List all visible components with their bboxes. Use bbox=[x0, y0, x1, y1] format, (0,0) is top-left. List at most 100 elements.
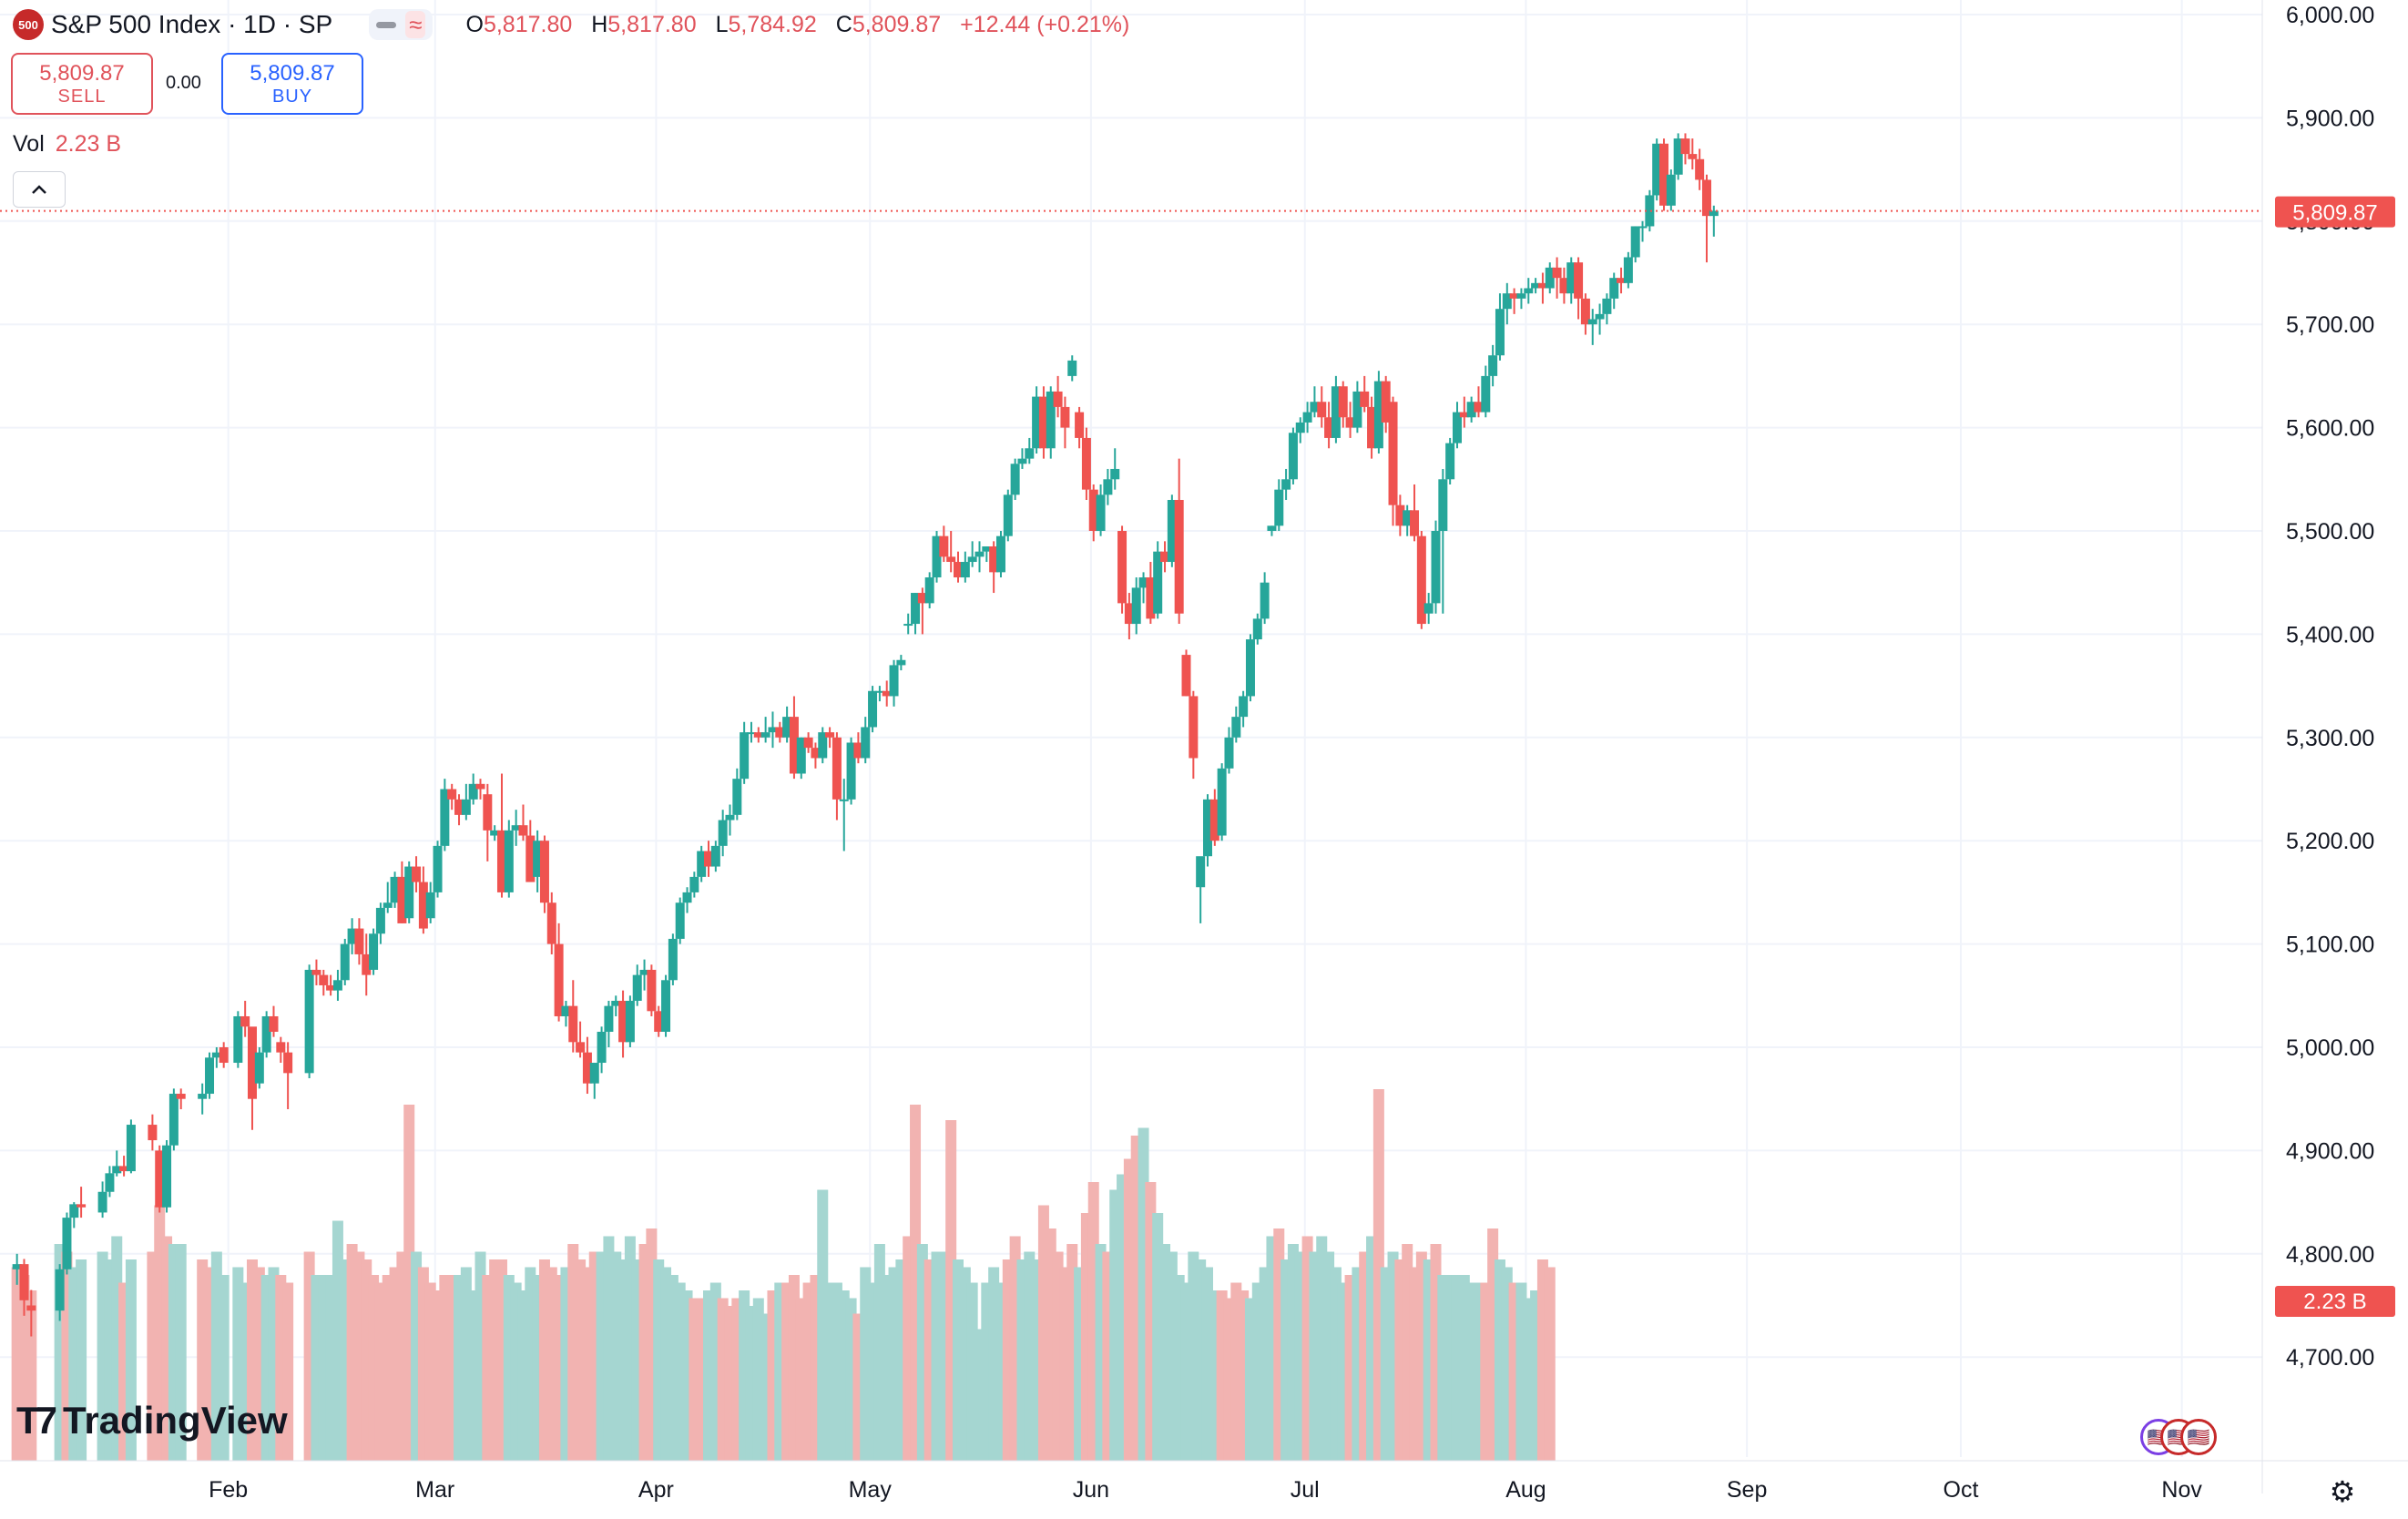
candle-body bbox=[1695, 158, 1705, 180]
candle-body bbox=[889, 665, 899, 697]
settings-gear-icon[interactable]: ⚙ bbox=[2329, 1475, 2356, 1508]
candle-body bbox=[1046, 391, 1056, 449]
us-flag-icon[interactable]: 🇺🇸 bbox=[2180, 1419, 2217, 1455]
candle-body bbox=[740, 732, 750, 780]
candle-body bbox=[433, 845, 443, 892]
candle-body bbox=[1110, 468, 1120, 480]
tradingview-wordmark: TradingView bbox=[63, 1399, 288, 1442]
candle-body bbox=[954, 562, 964, 578]
candle-body bbox=[1502, 293, 1512, 310]
candle-body bbox=[1488, 355, 1498, 376]
x-tick-label: May bbox=[849, 1477, 893, 1503]
volume-bar bbox=[54, 1244, 66, 1461]
candle-body bbox=[1324, 417, 1334, 438]
y-tick-label: 5,200.00 bbox=[2286, 829, 2374, 854]
candle-body bbox=[846, 742, 856, 800]
candle-body bbox=[718, 820, 728, 846]
candle-body bbox=[1153, 551, 1163, 614]
candle-body bbox=[697, 851, 707, 877]
candle-body bbox=[1224, 737, 1234, 769]
collapse-button[interactable] bbox=[13, 171, 66, 208]
candle-body bbox=[1209, 799, 1219, 841]
candle-body bbox=[1431, 531, 1441, 604]
event-flags[interactable]: 🇺🇸 🇺🇸 🇺🇸 bbox=[2140, 1419, 2217, 1455]
candle-body bbox=[818, 732, 828, 759]
candle-body bbox=[1032, 396, 1042, 449]
candle-body bbox=[853, 742, 863, 759]
volume-legend: Vol 2.23 B bbox=[13, 131, 121, 158]
candle-body bbox=[211, 1052, 221, 1058]
buy-button[interactable]: 5,809.87 BUY bbox=[221, 53, 363, 115]
candle-body bbox=[319, 974, 329, 985]
candle-body bbox=[1630, 226, 1640, 258]
candle-body bbox=[746, 732, 756, 735]
candle-body bbox=[1638, 226, 1648, 229]
candle-body bbox=[1373, 381, 1383, 449]
candle-body bbox=[1146, 577, 1156, 619]
candle-body bbox=[803, 737, 813, 749]
volume-bar bbox=[11, 1267, 23, 1461]
candle-body bbox=[1331, 386, 1341, 438]
candle-body bbox=[989, 546, 999, 573]
candle-body bbox=[632, 974, 642, 1001]
high-value: 5,817.80 bbox=[607, 11, 697, 37]
candle-body bbox=[269, 1015, 279, 1032]
sell-label: SELL bbox=[57, 87, 107, 107]
sell-price: 5,809.87 bbox=[39, 61, 125, 86]
x-tick-label: Jun bbox=[1073, 1477, 1109, 1503]
candle-body bbox=[661, 980, 671, 1032]
candle-body bbox=[1609, 278, 1619, 299]
candle-body bbox=[1388, 402, 1398, 505]
candle-body bbox=[1160, 551, 1170, 563]
candle-body bbox=[796, 737, 806, 774]
candle-body bbox=[1260, 582, 1270, 619]
candle-body bbox=[917, 593, 927, 604]
candle-body bbox=[1495, 309, 1505, 356]
x-tick-label: Nov bbox=[2161, 1477, 2202, 1503]
candle-body bbox=[375, 907, 385, 934]
chevron-up-icon bbox=[32, 185, 46, 194]
candle-body bbox=[582, 1052, 592, 1084]
candle-body bbox=[554, 943, 564, 1016]
candle-body bbox=[354, 928, 364, 954]
tradingview-logo[interactable]: T7 TradingView bbox=[16, 1399, 288, 1443]
candle-body bbox=[1659, 143, 1669, 206]
candle-body bbox=[261, 1015, 271, 1053]
y-tick-label: 4,900.00 bbox=[2286, 1138, 2374, 1164]
minus-icon[interactable] bbox=[376, 21, 397, 28]
candle-body bbox=[1438, 479, 1448, 531]
sp500-logo: 500 bbox=[13, 9, 44, 40]
candle-body bbox=[911, 593, 921, 625]
candle-body bbox=[311, 969, 321, 975]
candle-body bbox=[496, 830, 506, 892]
indicator-toggles[interactable]: ≈ bbox=[369, 9, 434, 40]
sell-button[interactable]: 5,809.87 SELL bbox=[11, 53, 153, 115]
candle-body bbox=[1524, 288, 1534, 294]
candle-body bbox=[903, 624, 913, 627]
high-key: H bbox=[591, 11, 608, 37]
candle-body bbox=[1602, 298, 1612, 314]
x-tick-label: Jul bbox=[1291, 1477, 1320, 1503]
candle-body bbox=[1516, 293, 1526, 299]
candle-body bbox=[1239, 696, 1249, 718]
candle-body bbox=[967, 556, 977, 563]
candle-body bbox=[240, 1015, 250, 1027]
candle-body bbox=[1445, 443, 1455, 480]
volume-bar bbox=[111, 1236, 123, 1461]
candle-body bbox=[782, 717, 792, 738]
candle-body bbox=[1317, 402, 1327, 418]
candle-body bbox=[1452, 412, 1462, 443]
candle-body bbox=[126, 1125, 136, 1172]
symbol-title[interactable]: S&P 500 Index · 1D · SP bbox=[51, 10, 333, 38]
candle-body bbox=[511, 825, 521, 831]
volume-bar bbox=[218, 1275, 230, 1461]
candle-body bbox=[1623, 257, 1633, 283]
x-tick-label: Apr bbox=[638, 1477, 674, 1503]
wave-icon[interactable]: ≈ bbox=[405, 11, 426, 38]
candle-body bbox=[1060, 406, 1070, 428]
candle-body bbox=[874, 690, 884, 693]
candle-body bbox=[682, 892, 692, 903]
candle-body bbox=[1288, 433, 1298, 480]
candle-body bbox=[1167, 499, 1177, 563]
